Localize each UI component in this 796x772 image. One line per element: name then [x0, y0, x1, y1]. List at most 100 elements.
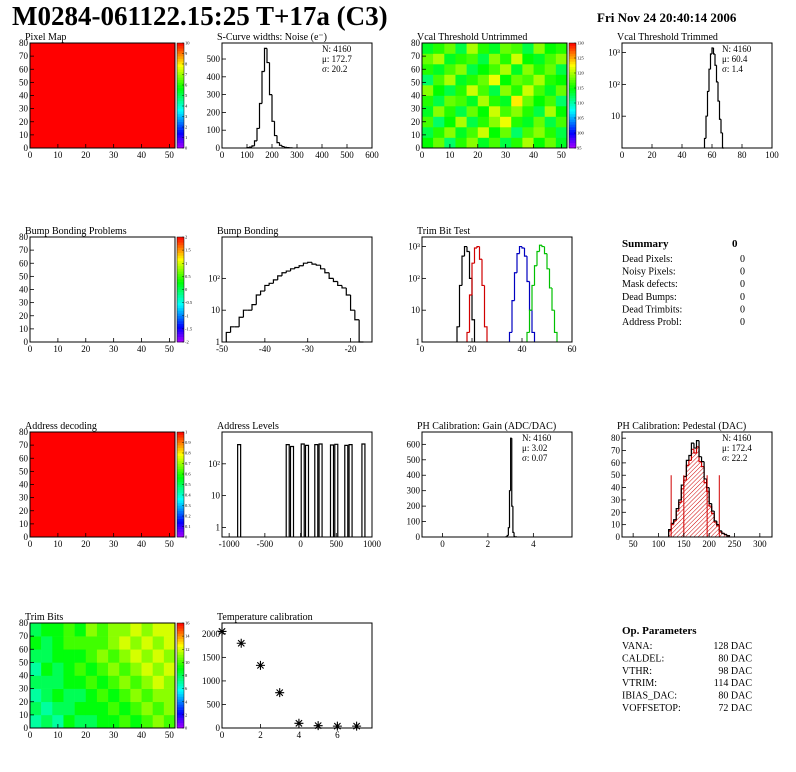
- y-tick-label: 40: [19, 480, 29, 490]
- palette-segment: [569, 50, 576, 54]
- stats-line: μ: 3.02: [522, 443, 547, 453]
- y-tick-label: 60: [19, 453, 29, 463]
- summary-title: Summary: [622, 238, 669, 250]
- spike: [344, 444, 349, 537]
- palette-tick-label: 8: [185, 673, 188, 678]
- heatmap-cell: [30, 636, 42, 650]
- palette-tick-label: 0: [185, 726, 188, 731]
- heatmap-cell: [455, 53, 467, 65]
- heatmap-cell: [63, 714, 75, 729]
- histogram-bin: [698, 440, 702, 458]
- heatmap-cell: [511, 127, 523, 138]
- y-tick-label: 50: [19, 657, 29, 667]
- y-tick-label: 0: [24, 143, 29, 153]
- palette-segment: [177, 638, 184, 642]
- x-tick-label: 20: [648, 150, 658, 160]
- y-tick-label: 50: [19, 466, 29, 476]
- heatmap-cell: [466, 95, 479, 107]
- heatmap-cell: [533, 127, 545, 138]
- palette-tick-label: 3: [185, 114, 188, 119]
- x-tick-label: 50: [165, 539, 175, 549]
- palette-segment: [177, 513, 184, 517]
- heatmap-cell: [522, 53, 534, 65]
- x-tick-label: 50: [629, 539, 639, 549]
- heatmap-cell: [41, 701, 53, 716]
- histogram-bin: [473, 247, 477, 264]
- palette-segment: [177, 66, 184, 70]
- heatmap-cell: [85, 675, 98, 689]
- palette-segment: [177, 258, 184, 261]
- heatmap-cell: [119, 649, 131, 663]
- heatmap-cell: [522, 127, 534, 138]
- palette-segment: [177, 680, 184, 684]
- histogram-bin: [506, 534, 509, 537]
- x-tick-label: 10: [53, 150, 63, 160]
- heatmap-cell: [477, 127, 490, 138]
- palette-segment: [569, 137, 576, 141]
- palette-segment: [177, 442, 184, 446]
- histogram-fill: [724, 534, 727, 537]
- histogram-fill: [676, 511, 679, 537]
- heatmap-cell: [433, 116, 445, 128]
- y-tick-label: 70: [411, 51, 421, 61]
- histogram-bin: [283, 146, 287, 148]
- heatmap-cell: [455, 74, 467, 86]
- heatmap-cell: [96, 649, 109, 663]
- palette-segment: [177, 691, 184, 695]
- heatmap-cell: [152, 714, 165, 729]
- heatmap-cell: [422, 85, 434, 96]
- histogram-bin: [225, 331, 231, 342]
- heatmap-cell: [511, 95, 523, 107]
- palette-segment: [177, 460, 184, 464]
- x-tick-label: 100: [765, 150, 779, 160]
- heatmap-cell: [533, 74, 545, 86]
- y-tick-label: 10: [19, 324, 29, 334]
- heatmap-cell: [544, 64, 557, 75]
- palette-segment: [177, 103, 184, 107]
- y-tick-label: 20: [19, 506, 29, 516]
- x-tick-label: 2: [258, 730, 263, 740]
- heatmap-cell: [30, 714, 42, 729]
- histogram-bin: [716, 520, 720, 526]
- palette-segment: [569, 77, 576, 81]
- heatmap-cell: [163, 623, 176, 637]
- palette-segment: [177, 48, 184, 52]
- page-title: M0284-061122.15:25 T+17a (C3): [12, 1, 388, 31]
- palette-segment: [177, 701, 184, 705]
- heatmap-cell: [555, 43, 568, 54]
- palette-segment: [177, 326, 184, 330]
- palette-segment: [177, 286, 184, 290]
- y-tick-label: 10²: [208, 459, 220, 469]
- palette-segment: [177, 492, 184, 496]
- y-tick-label: 80: [611, 433, 621, 443]
- heatmap-cell: [433, 137, 445, 149]
- palette-segment: [177, 495, 184, 498]
- histogram-bin: [271, 94, 275, 122]
- heatmap-cell: [163, 688, 176, 703]
- frame: [221, 236, 373, 343]
- x-tick-label: -30: [302, 344, 314, 354]
- stats-line: σ: 1.4: [722, 64, 743, 74]
- palette-segment: [569, 82, 576, 86]
- heatmap-cell: [488, 43, 501, 54]
- palette-segment: [177, 439, 184, 443]
- histogram-bin: [510, 437, 512, 491]
- palette-segment: [177, 432, 184, 435]
- heatmap-cell: [544, 43, 557, 54]
- y-tick-label: 1500: [202, 652, 221, 662]
- heatmap-cell: [444, 106, 456, 117]
- palette-tick-label: 0.6: [185, 472, 191, 477]
- x-tick-label: 250: [728, 539, 742, 549]
- stats-line: N: 4160: [722, 433, 752, 443]
- heatmap-cell: [444, 127, 456, 138]
- histogram-bin: [720, 119, 723, 134]
- x-tick-label: 40: [137, 730, 147, 740]
- histogram-bin: [251, 303, 257, 311]
- panel-title: Pixel Map: [25, 32, 66, 43]
- heatmap-cell: [30, 649, 42, 663]
- heatmap-cell: [455, 64, 467, 75]
- heatmap-cell: [63, 636, 75, 650]
- palette-segment: [177, 276, 184, 280]
- histogram-bin: [277, 275, 282, 280]
